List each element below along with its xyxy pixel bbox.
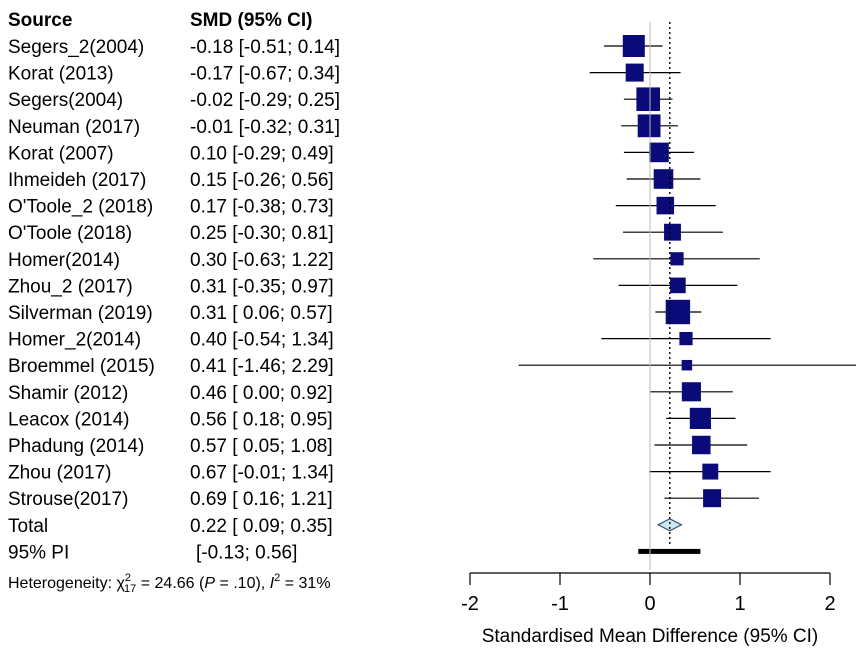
study-ci-text: 0.31 [-0.35; 0.97]: [190, 276, 334, 297]
study-ci-text: 0.46 [ 0.00; 0.92]: [190, 383, 333, 404]
effect-square: [679, 332, 693, 346]
effect-square: [703, 489, 722, 508]
study-name: Leacox (2014): [8, 409, 129, 430]
study-name: Korat (2013): [8, 64, 114, 85]
study-ci-text: -0.18 [-0.51; 0.14]: [190, 37, 340, 58]
study-name: O'Toole (2018): [8, 223, 132, 244]
study-name: Zhou_2 (2017): [8, 276, 133, 297]
study-rows: Segers_2(2004) -0.18 [-0.51; 0.14] Korat (…: [8, 37, 340, 510]
study-name: Zhou (2017): [8, 463, 112, 484]
effect-square: [625, 63, 644, 82]
study-ci-text: 0.25 [-0.30; 0.81]: [190, 223, 334, 244]
effect-square: [692, 435, 711, 455]
study-name: Phadung (2014): [8, 436, 144, 457]
study-ci-text: 0.57 [ 0.05; 1.08]: [190, 436, 333, 457]
study-ci-text: -0.17 [-0.67; 0.34]: [190, 64, 340, 85]
study-name: Silverman (2019): [8, 303, 153, 324]
effect-square: [637, 114, 661, 138]
study-ci-text: 0.67 [-0.01; 1.34]: [190, 463, 334, 484]
study-ci-text: 0.30 [-0.63; 1.22]: [190, 250, 334, 271]
study-ci-text: 0.10 [-0.29; 0.49]: [190, 143, 334, 164]
heterogeneity-text: Heterogeneity: χ2 17 = 24.66 (P = .10), I…: [8, 572, 331, 595]
x-axis-label: Standardised Mean Difference (95% CI): [482, 626, 819, 647]
study-ci-text: -0.02 [-0.29; 0.25]: [190, 90, 340, 111]
effect-square: [670, 277, 686, 294]
x-tick-label: 1: [734, 593, 745, 615]
effect-square: [649, 142, 669, 163]
study-ci-text: 0.15 [-0.26; 0.56]: [190, 170, 334, 191]
study-ci-text: 0.41 [-1.46; 2.29]: [190, 356, 334, 377]
study-name: Homer(2014): [8, 250, 120, 271]
x-tick-label: -1: [551, 593, 569, 615]
effect-square: [670, 252, 684, 266]
effect-square: [656, 196, 675, 215]
study-name: Ihmeideh (2017): [8, 170, 146, 191]
effect-square: [702, 463, 719, 480]
study-name: Homer_2(2014): [8, 330, 141, 351]
study-name: Broemmel (2015): [8, 356, 155, 377]
prediction-interval-bar: [638, 548, 701, 554]
source-header: Source: [8, 10, 72, 31]
study-name: Neuman (2017): [8, 117, 140, 138]
total-label: Total: [8, 516, 48, 537]
pi-label: 95% PI: [8, 542, 69, 563]
x-tick-label: -2: [461, 593, 479, 615]
study-name: Korat (2007): [8, 143, 114, 164]
x-tick-label: 0: [644, 593, 655, 615]
plot-area: -2 -1 0 1 2: [461, 22, 856, 615]
summary-diamond: [656, 518, 683, 532]
effect-square: [653, 169, 674, 189]
effect-square: [622, 35, 645, 57]
study-name: Strouse(2017): [8, 489, 128, 510]
study-ci-text: -0.01 [-0.32; 0.31]: [190, 117, 340, 138]
total-ci-text: 0.22 [ 0.09; 0.35]: [190, 516, 333, 537]
study-ci-text: 0.31 [ 0.06; 0.57]: [190, 303, 333, 324]
study-ci-text: 0.56 [ 0.18; 0.95]: [190, 409, 333, 430]
pi-ci-text: [-0.13; 0.56]: [196, 542, 297, 563]
effect-square: [681, 359, 693, 371]
x-tick-label: 2: [824, 593, 835, 615]
effect-square: [689, 407, 711, 429]
study-name: Shamir (2012): [8, 383, 128, 404]
effect-square: [681, 382, 701, 402]
study-ci-text: 0.69 [ 0.16; 1.21]: [190, 489, 333, 510]
study-name: Segers_2(2004): [8, 37, 144, 58]
study-name: Segers(2004): [8, 90, 123, 111]
study-ci-text: 0.40 [-0.54; 1.34]: [190, 330, 334, 351]
effect-square: [664, 223, 681, 241]
study-name: O'Toole_2 (2018): [8, 197, 153, 218]
smd-header: SMD (95% CI): [190, 10, 312, 31]
effect-square: [636, 87, 660, 111]
study-ci-text: 0.17 [-0.38; 0.73]: [190, 197, 334, 218]
